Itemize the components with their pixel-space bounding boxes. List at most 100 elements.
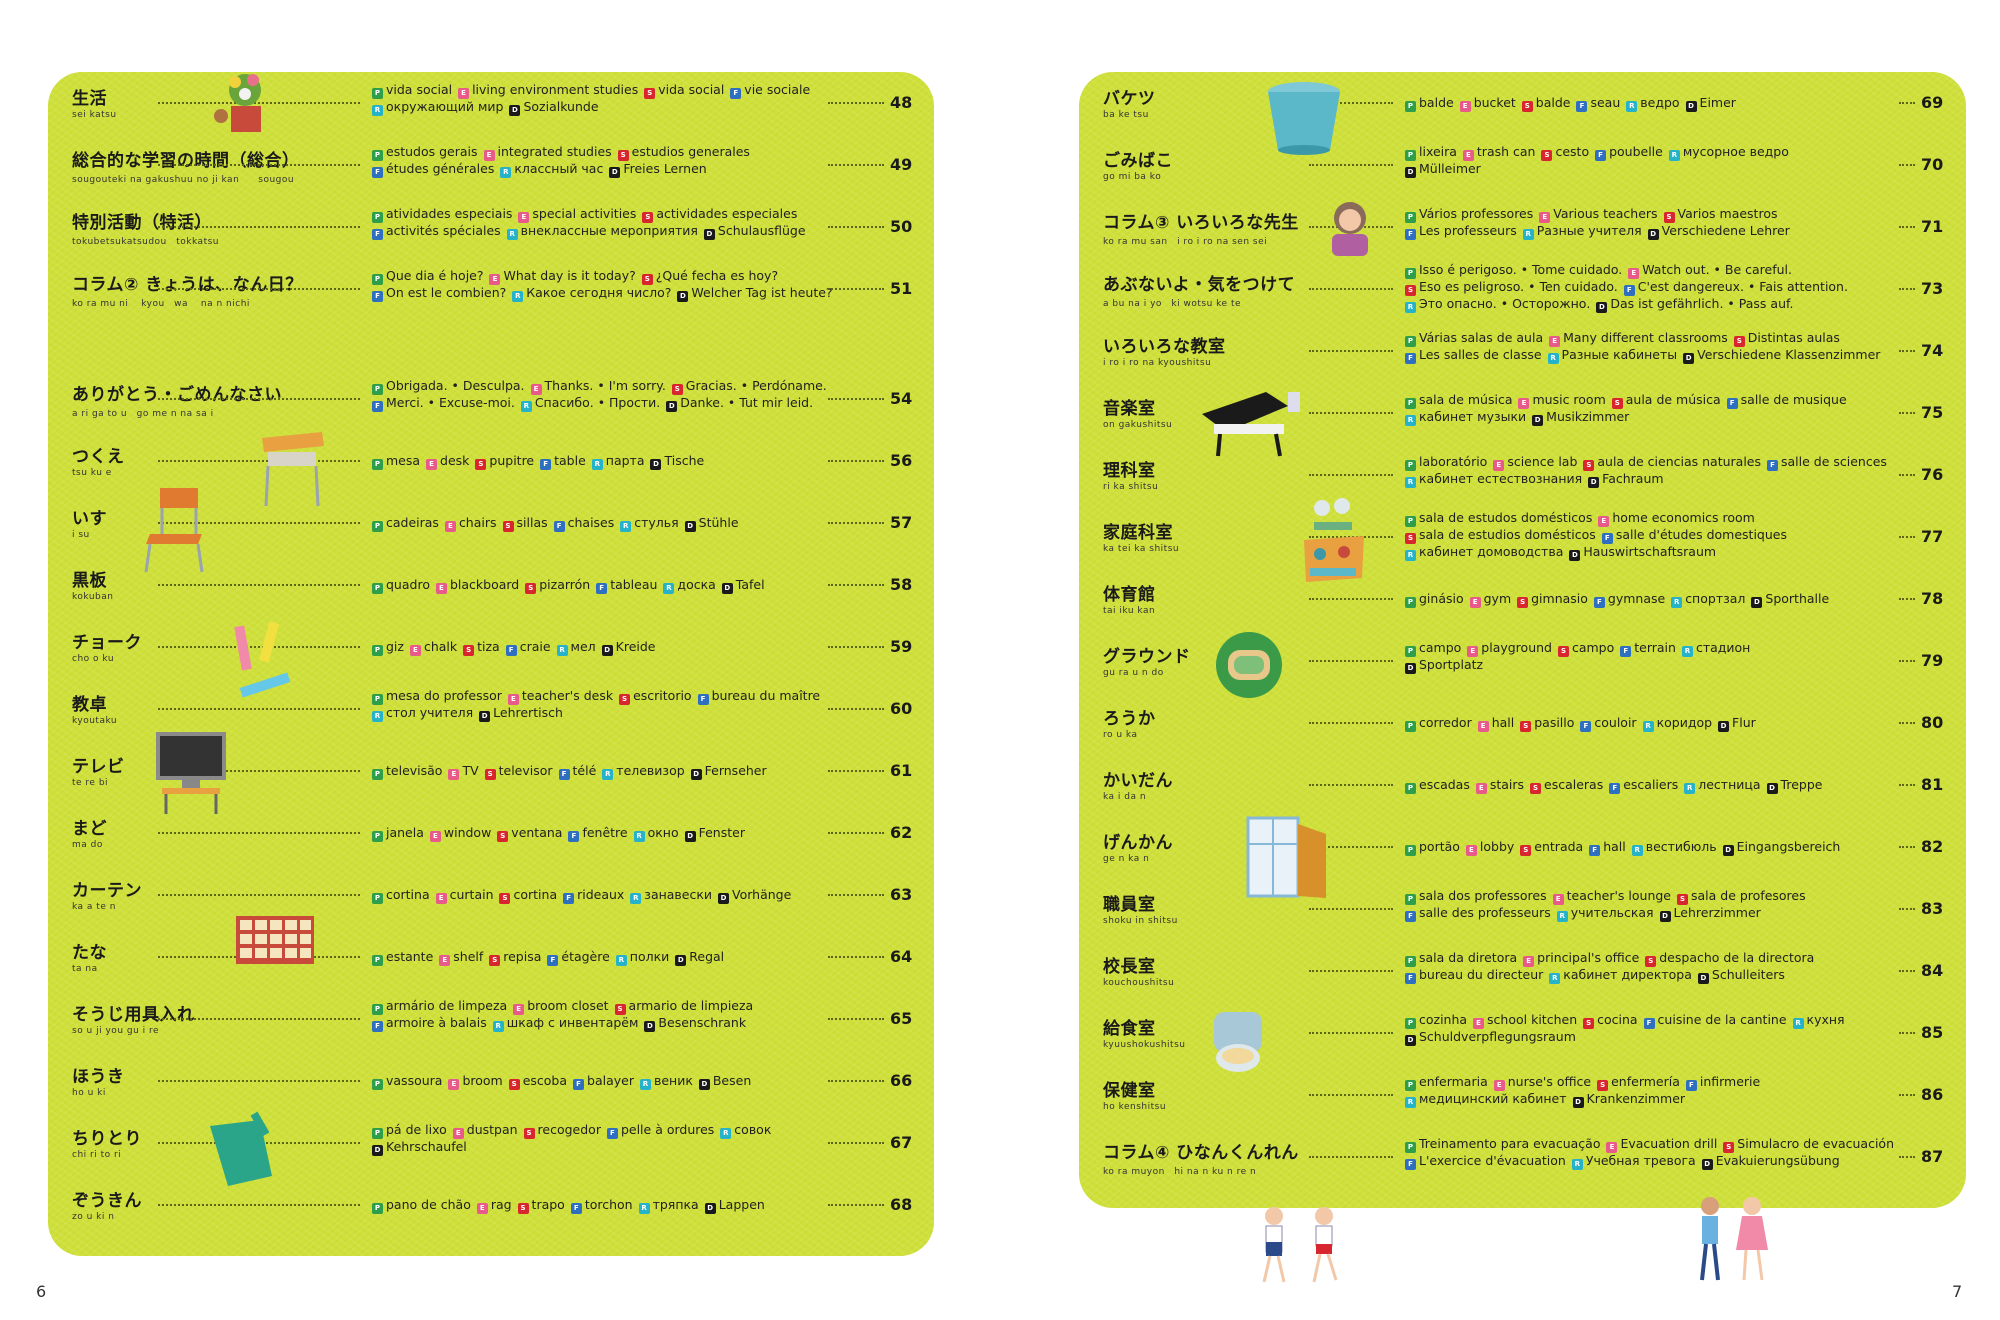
lang-badge-en-icon: E bbox=[1598, 516, 1610, 527]
lang-badge-fr-icon: F bbox=[1576, 101, 1588, 112]
lang-badge-de-icon: D bbox=[609, 167, 621, 178]
translation-pt: campo bbox=[1419, 640, 1462, 655]
lang-badge-fr-icon: F bbox=[540, 459, 552, 470]
lang-badge-de-icon: D bbox=[650, 459, 662, 470]
lang-badge-en-icon: E bbox=[1477, 721, 1489, 732]
translation-fr: bureau du directeur bbox=[1419, 967, 1544, 982]
toc-entry[interactable]: ありがとう・ごめんなさい a ri ga to u go me n na sa i… bbox=[48, 370, 934, 432]
lang-badge-de-icon: D bbox=[690, 769, 702, 780]
dotted-leader bbox=[1899, 474, 1915, 476]
translation-en: hall bbox=[1491, 715, 1515, 730]
lang-badge-es-icon: S bbox=[1520, 845, 1532, 856]
translation-es: armario de limpieza bbox=[628, 998, 754, 1013]
entry-title: そうじ用具入れ bbox=[72, 1005, 195, 1025]
dotted-leader bbox=[828, 102, 884, 104]
toc-entry[interactable]: コラム③ いろいろな先生 ko ra mu san i ro i ro na se… bbox=[1079, 198, 1966, 260]
translation-en: dustpan bbox=[466, 1122, 518, 1137]
lang-badge-de-icon: D bbox=[1405, 167, 1416, 178]
lang-badge-es-icon: S bbox=[489, 955, 501, 966]
translation-ru: занавески bbox=[644, 887, 713, 902]
lang-badge-pt-icon: P bbox=[372, 521, 383, 532]
lang-badge-en-icon: E bbox=[1465, 845, 1477, 856]
toc-entry[interactable]: コラム④ ひなんくんれん ko ra muyon hi na n ku n re … bbox=[1079, 1128, 1966, 1190]
dotted-leader bbox=[1899, 350, 1915, 352]
lang-badge-es-icon: S bbox=[619, 694, 631, 705]
translation-en: rag bbox=[490, 1197, 512, 1212]
lang-badge-fr-icon: F bbox=[1405, 1159, 1416, 1170]
entry-page-number: 77 bbox=[1921, 527, 1944, 546]
entry-title: 家庭科室 bbox=[1103, 523, 1173, 543]
translation-ru: мел bbox=[570, 639, 596, 654]
flower-pot-icon bbox=[214, 74, 261, 132]
translation-de: Fachraum bbox=[1602, 471, 1664, 486]
lang-badge-de-icon: D bbox=[704, 1203, 716, 1214]
entry-romaji: i ro i ro na kyoushitsu bbox=[1103, 358, 1212, 368]
translation-en: Thanks. • I'm sorry. bbox=[544, 378, 666, 393]
dotted-leader bbox=[828, 288, 884, 290]
translation-pt: giz bbox=[386, 639, 404, 654]
lang-badge-ru-icon: R bbox=[1642, 721, 1654, 732]
toc-entry[interactable]: いろいろな教室 i ro i ro na kyoushitsu P Várias sa… bbox=[1079, 322, 1966, 384]
translation-pt: lixeira bbox=[1419, 144, 1457, 159]
translation-ru: Какое сегодня число? bbox=[526, 285, 672, 300]
lang-badge-pt-icon: P bbox=[372, 1079, 383, 1090]
translation-fr: vie sociale bbox=[744, 82, 811, 97]
dotted-leader bbox=[1309, 474, 1393, 476]
translation-de: Das ist gefährlich. • Pass auf. bbox=[1610, 296, 1794, 311]
toc-entry[interactable]: 総合的な学習の時間（総合） sougouteki na gakushuu no j… bbox=[48, 136, 934, 198]
lang-badge-fr-icon: F bbox=[372, 291, 383, 302]
lang-badge-es-icon: S bbox=[671, 384, 683, 395]
entry-title: コラム③ いろいろな先生 bbox=[1103, 213, 1299, 233]
toc-entry[interactable]: コラム② きょうは、なん日？ ko ra mu ni kyou wa na n n… bbox=[48, 260, 934, 322]
translation-pt: portão bbox=[1419, 839, 1460, 854]
lang-badge-fr-icon: F bbox=[568, 831, 580, 842]
translation-pt: mesa bbox=[386, 453, 421, 468]
translation-de: Lappen bbox=[718, 1197, 765, 1212]
translation-de: Evakuierungsübung bbox=[1715, 1153, 1840, 1168]
lang-badge-fr-icon: F bbox=[372, 167, 383, 178]
translation-ru: Спасибо. • Прости. bbox=[534, 395, 661, 410]
translation-pt: Obrigada. • Desculpa. bbox=[386, 378, 525, 393]
toc-entry[interactable]: あぶないよ・気をつけて a bu na i yo ki wotsu ke te P I… bbox=[1079, 260, 1966, 322]
entry-page-number: 74 bbox=[1921, 341, 1944, 360]
entry-page-number: 64 bbox=[890, 947, 913, 966]
